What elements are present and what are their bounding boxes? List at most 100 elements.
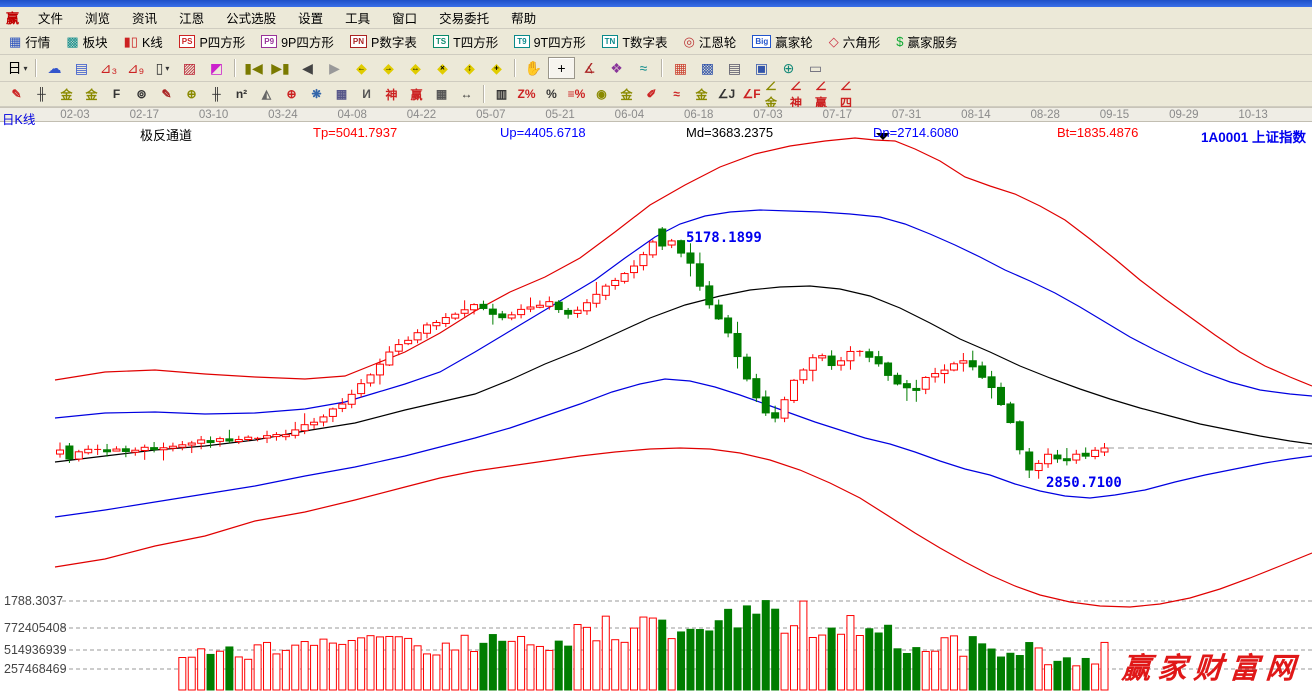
menu-settings[interactable]: 设置 <box>298 12 324 26</box>
n2-grid-icon[interactable]: n² <box>230 85 253 103</box>
diamond-plus-button[interactable]: ◆ + ▾ <box>484 58 509 78</box>
ribbon-tool-button[interactable]: ❖ ▾ <box>604 58 629 78</box>
grid-123-icon[interactable]: ▦ <box>430 85 453 103</box>
angle-tool-button[interactable]: ∡ ▾ <box>577 58 602 78</box>
shen-grid-icon[interactable]: 神 <box>380 85 403 103</box>
spiral-grid-icon[interactable]: ⊚ <box>130 85 153 103</box>
hexagon-button[interactable]: ◇ 六角形 <box>824 31 886 52</box>
winner-wheel-button[interactable]: Big 赢家轮 <box>747 31 817 52</box>
period-label: 日K线 <box>2 113 36 127</box>
angle-mirror-icon[interactable]: ◭ <box>255 85 278 103</box>
gann-gold-grid2-icon[interactable]: 金 <box>80 85 103 103</box>
diamond-left-button[interactable]: ◆ ← ▾ <box>349 58 374 78</box>
prev-page-button[interactable]: ◀ ▾ <box>295 58 320 78</box>
wave-mark-icon[interactable]: И <box>355 85 378 103</box>
tool-button-icon: ⊿₃ <box>99 59 118 76</box>
mini-chart-9-icon[interactable]: ⊿₉ ▾ <box>123 58 148 78</box>
red-pattern-icon[interactable]: ▨ ▾ <box>177 58 202 78</box>
menu-trade-entrust[interactable]: 交易委托 <box>439 12 490 26</box>
comb-ruler-icon[interactable]: ╫ <box>30 85 53 103</box>
menu-file[interactable]: 文件 <box>38 12 64 26</box>
info-board-icon[interactable]: ▤ ▾ <box>69 58 94 78</box>
toolbar-button-label: T数字表 <box>622 36 668 50</box>
pen-grid-icon[interactable]: ✎ <box>155 85 178 103</box>
p-number-table-button[interactable]: PN P数字表 <box>345 31 422 52</box>
tool-button-icon: ▶▮ <box>271 59 290 76</box>
crosshair-tool-button[interactable]: + ▾ <box>548 57 575 79</box>
menu-window[interactable]: 窗口 <box>392 12 418 26</box>
diamond-cross-button[interactable]: ◆ × ▾ <box>430 58 455 78</box>
gold-circle-icon[interactable]: ◉ <box>590 85 613 103</box>
angle-gold-icon[interactable]: ∠金 <box>765 79 788 110</box>
p-square-button[interactable]: PS P四方形 <box>174 31 251 52</box>
notes-button[interactable]: ▤ ▾ <box>722 58 747 78</box>
menu-gann[interactable]: 江恩 <box>179 12 205 26</box>
menu-tools[interactable]: 工具 <box>345 12 371 26</box>
mini-chart-3-icon[interactable]: ⊿₃ ▾ <box>96 58 121 78</box>
percent-lines-icon[interactable]: ≡% <box>565 85 588 103</box>
toolbar-button-badge-icon: P9 <box>261 35 278 48</box>
angle-si-icon[interactable]: ∠四 <box>840 79 863 110</box>
calculator-button[interactable]: ▩ ▾ <box>695 58 720 78</box>
web-button[interactable]: ⊕ ▾ <box>776 58 801 78</box>
sectors-button[interactable]: ▩ 板块 <box>61 31 112 52</box>
print-button[interactable]: ▭ ▾ <box>803 58 828 78</box>
band-wave-icon[interactable]: ≈ <box>665 85 688 103</box>
title-bar[interactable] <box>0 0 1312 7</box>
brush-red-icon[interactable]: ✐ <box>640 85 663 103</box>
first-page-button[interactable]: ▮◀ ▾ <box>241 58 266 78</box>
next-page-button[interactable]: ▶ ▾ <box>322 58 347 78</box>
gann-gold-grid-icon[interactable]: 金 <box>55 85 78 103</box>
kline-button[interactable]: ▮▯ K线 <box>119 31 168 52</box>
date-axis[interactable]: 02-03 02-17 03-10 03-24 04-08 04-22 05-07 05-21… <box>0 107 1312 122</box>
9p-square-button[interactable]: P9 9P四方形 <box>256 31 339 52</box>
gold-lines-icon[interactable]: 金 <box>615 85 638 103</box>
chart-panel[interactable]: 极反通道 Tp=5041.7937 Up=4405.6718 Md=3683.2… <box>0 122 1312 691</box>
hand-tool-button[interactable]: ✋ ▾ <box>521 58 546 78</box>
scale-bars-icon[interactable]: ▥ <box>490 85 513 103</box>
menu-news[interactable]: 资讯 <box>132 12 158 26</box>
f-grid-icon[interactable]: F <box>105 85 128 103</box>
toolbar-button-icon: $ <box>896 33 904 49</box>
angle-ying-icon[interactable]: ∠赢 <box>815 79 838 110</box>
web-grid-icon[interactable]: ▦ <box>330 85 353 103</box>
flower-grid-icon[interactable]: ❋ <box>305 85 328 103</box>
period-day-dropdown[interactable]: 日 ▾ <box>5 58 30 78</box>
diamond-right-button[interactable]: ◆ → ▾ <box>376 58 401 78</box>
angle-f-icon[interactable]: ∠F <box>740 85 763 103</box>
target-red-icon[interactable]: ⊕ <box>280 85 303 103</box>
angle-j-icon[interactable]: ∠J <box>715 85 738 103</box>
width-measure-icon[interactable]: ↔ <box>455 85 478 103</box>
menu-browse[interactable]: 浏览 <box>85 12 111 26</box>
gann-wheel-button[interactable]: ◎ 江恩轮 <box>678 31 741 52</box>
menu-help[interactable]: 帮助 <box>511 12 537 26</box>
draw-tool-icon: ✐ <box>646 87 657 101</box>
last-page-button[interactable]: ▶▮ ▾ <box>268 58 293 78</box>
save-button[interactable]: ▣ ▾ <box>749 58 774 78</box>
menu-formula-stockpick[interactable]: 公式选股 <box>226 12 277 26</box>
t-square-button[interactable]: TS T四方形 <box>428 31 503 52</box>
price-volume-chart[interactable]: 1788.3037 772405408 514936939 257468469 5178… <box>0 122 1312 691</box>
ruler2-icon[interactable]: ╫ <box>205 85 228 103</box>
gold-lines2-icon[interactable]: 金 <box>690 85 713 103</box>
angle-shen-icon[interactable]: ∠神 <box>790 79 813 110</box>
ying-grid-icon[interactable]: 赢 <box>405 85 428 103</box>
wave-tool-button[interactable]: ≈ ▾ <box>631 58 656 78</box>
diamond-leftright-button[interactable]: ◆ ↔ ▾ <box>403 58 428 78</box>
t-number-table-button[interactable]: TN T数字表 <box>597 31 673 52</box>
tools-toolbar: 日 ▾ ☁ ▾ ▤ ▾ ⊿₃ ▾ ⊿₉ ▾ ▯ <box>0 55 1312 82</box>
z-percent-icon[interactable]: Z% <box>515 85 538 103</box>
percent-icon[interactable]: % <box>540 85 563 103</box>
9t-square-button[interactable]: T9 9T四方形 <box>509 31 590 52</box>
color-chart-icon[interactable]: ◩ ▾ <box>204 58 229 78</box>
candle-type-dropdown[interactable]: ▯ ▾ <box>150 58 175 78</box>
calendar-button[interactable]: ▦ ▾ <box>668 58 693 78</box>
chevron-down-icon: ▾ <box>165 63 170 73</box>
winner-service-button[interactable]: $ 赢家服务 <box>891 31 962 52</box>
cloud-lines-icon[interactable]: ☁ ▾ <box>42 58 67 78</box>
quotes-button[interactable]: ▦ 行情 <box>4 31 55 52</box>
gann-circle-icon[interactable]: ⊕ <box>180 85 203 103</box>
draw-pen-icon[interactable]: ✎ <box>5 85 28 103</box>
diamond-updown-button[interactable]: ◆ ↕ ▾ <box>457 58 482 78</box>
tool-button-icon: ⊿₉ <box>126 59 145 76</box>
